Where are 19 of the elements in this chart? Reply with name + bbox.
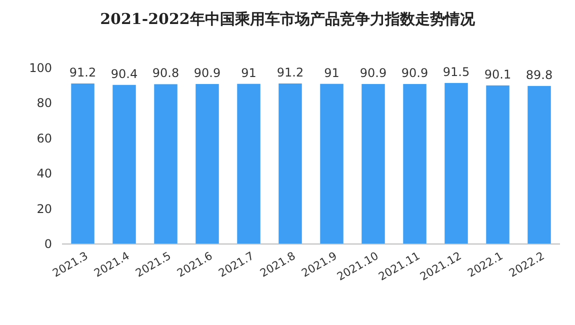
y-tick-label: 100 [29, 61, 52, 75]
data-label: 91.5 [442, 64, 470, 79]
data-label: 90.8 [152, 66, 180, 80]
data-label: 91.2 [69, 65, 96, 80]
data-label: 90.9 [194, 66, 221, 80]
data-label: 91 [324, 66, 340, 80]
data-label: 91 [241, 66, 256, 80]
y-tick-label: 0 [44, 237, 52, 251]
data-label: 90.4 [110, 66, 138, 81]
data-label: 90.9 [401, 66, 428, 80]
y-tick-label: 20 [36, 202, 52, 216]
data-label: 90.9 [360, 66, 387, 80]
data-label: 91.2 [276, 65, 304, 80]
y-tick-label: 40 [36, 166, 52, 181]
data-label: 90.1 [484, 67, 512, 82]
chart-title: 2021-2022年中国乘用车市场产品竞争力指数走势情况 [100, 10, 476, 28]
y-tick-label: 60 [36, 131, 52, 146]
y-tick-label: 80 [36, 96, 52, 110]
data-label: 89.8 [526, 68, 553, 82]
